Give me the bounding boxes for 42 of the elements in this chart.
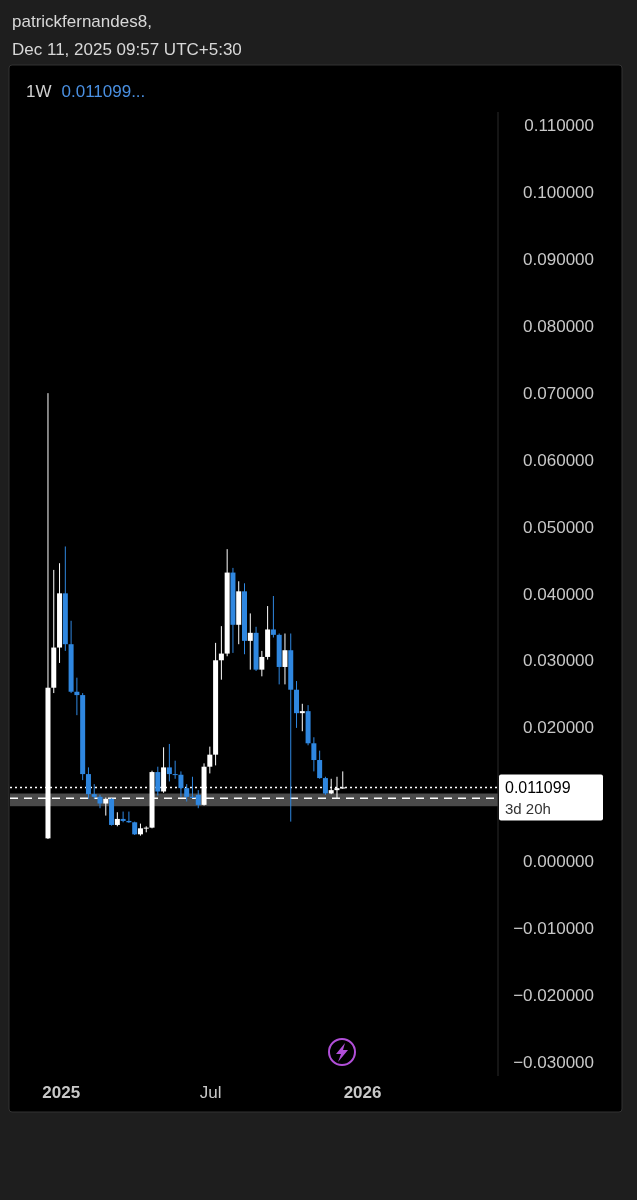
ref-line-label: 0.011099 bbox=[505, 778, 571, 796]
candlestick bbox=[311, 736, 317, 772]
candlestick bbox=[166, 743, 172, 782]
candlestick bbox=[282, 633, 288, 685]
candlestick bbox=[97, 794, 103, 809]
x-tick-label: 2026 bbox=[343, 1083, 382, 1102]
y-tick-label: −0.020000 bbox=[513, 986, 594, 1006]
candlestick bbox=[259, 650, 265, 677]
y-tick-label: −0.030000 bbox=[513, 1053, 594, 1073]
y-tick-label: 0.060000 bbox=[523, 450, 594, 470]
candlestick bbox=[103, 797, 109, 817]
candlestick bbox=[322, 776, 328, 796]
x-tick-label: 2025 bbox=[42, 1083, 81, 1102]
candlestick bbox=[120, 811, 126, 823]
candlestick bbox=[207, 746, 213, 774]
candlestick bbox=[270, 595, 276, 639]
text: 3d 20h bbox=[505, 799, 551, 817]
candlestick bbox=[85, 766, 91, 800]
chart-subtitle: 0.011099... bbox=[61, 82, 146, 101]
candlestick bbox=[178, 770, 184, 798]
candlestick bbox=[218, 625, 224, 681]
y-tick-label: 0.080000 bbox=[523, 316, 594, 336]
candlestick bbox=[317, 750, 323, 780]
text: patrickfernandes8, bbox=[12, 12, 152, 31]
y-tick-label: 0.070000 bbox=[523, 383, 594, 403]
y-tick-label: 0.050000 bbox=[523, 517, 594, 537]
chart-title: 1W bbox=[26, 82, 52, 101]
y-tick-label: 0.110000 bbox=[524, 115, 594, 135]
text: Dec 11, 2025 09:57 UTC+5:30 bbox=[12, 40, 242, 59]
y-tick-label: 0.000000 bbox=[523, 852, 594, 872]
y-tick-label: −0.010000 bbox=[513, 919, 594, 939]
candlestick bbox=[294, 680, 300, 729]
y-tick-label: 0.030000 bbox=[523, 651, 594, 671]
candlestick bbox=[155, 766, 161, 796]
candlestick bbox=[299, 703, 305, 732]
y-tick-label: 0.020000 bbox=[523, 718, 594, 738]
y-tick-label: 0.090000 bbox=[523, 249, 594, 269]
candlestick bbox=[172, 760, 178, 780]
y-tick-label: 0.100000 bbox=[523, 182, 594, 202]
y-tick-label: 0.040000 bbox=[523, 584, 594, 604]
x-tick-label: Jul bbox=[199, 1083, 222, 1102]
candlestick bbox=[247, 612, 253, 671]
